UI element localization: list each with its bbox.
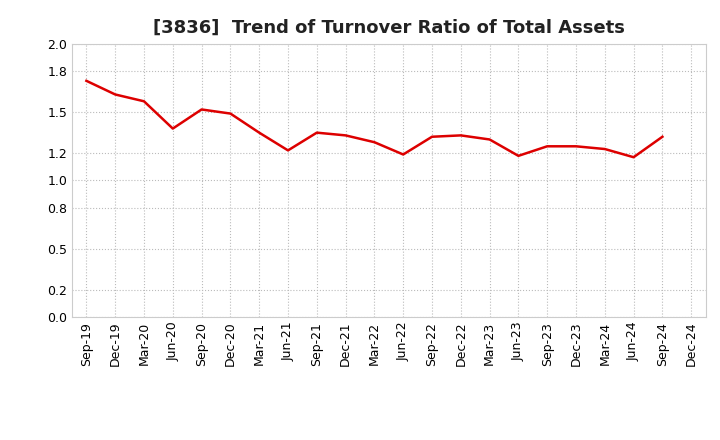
Title: [3836]  Trend of Turnover Ratio of Total Assets: [3836] Trend of Turnover Ratio of Total … [153, 19, 625, 37]
